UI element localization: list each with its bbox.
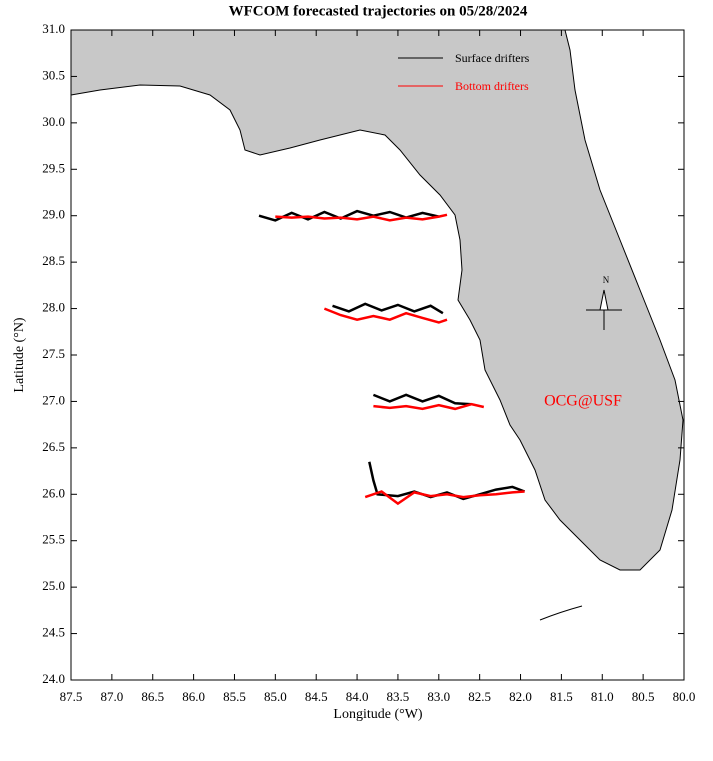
x-tick-label: 87.0 [100, 689, 123, 704]
x-tick-label: 86.0 [182, 689, 205, 704]
y-tick-label: 28.0 [42, 300, 65, 315]
y-tick-label: 27.5 [42, 346, 65, 361]
y-tick-label: 27.0 [42, 392, 65, 407]
x-tick-label: 84.0 [346, 689, 369, 704]
y-tick-label: 24.0 [42, 671, 65, 686]
keys [539, 605, 583, 621]
x-axis-label: Longitude (°W) [333, 707, 423, 722]
x-tick-label: 80.0 [673, 689, 696, 704]
y-tick-label: 24.5 [42, 625, 65, 640]
y-tick-label: 25.0 [42, 578, 65, 593]
legend-label: Surface drifters [455, 51, 530, 65]
y-tick-label: 25.5 [42, 532, 65, 547]
chart-title: WFCOM forecasted trajectories on 05/28/2… [229, 3, 528, 19]
x-tick-label: 84.5 [305, 689, 328, 704]
y-tick-label: 30.0 [42, 114, 65, 129]
y-axis-label: Latitude (°N) [12, 317, 27, 393]
y-tick-label: 29.5 [42, 160, 65, 175]
x-tick-label: 80.5 [632, 689, 655, 704]
land [70, 29, 684, 571]
trajectory [258, 209, 526, 501]
y-tick-label: 29.0 [42, 207, 65, 222]
annotation: OCG@USF [544, 393, 622, 410]
x-tick-label: 81.0 [591, 689, 614, 704]
x-tick-label: 86.5 [141, 689, 164, 704]
y-tick-label: 30.5 [42, 67, 65, 82]
y-tick-label: 26.0 [42, 485, 65, 500]
x-tick-label: 85.5 [223, 689, 246, 704]
x-tick-label: 83.5 [387, 689, 410, 704]
compass [586, 289, 622, 330]
x-tick-label: 83.0 [427, 689, 450, 704]
x-tick-label: 81.5 [550, 689, 573, 704]
y-tick-label: 28.5 [42, 253, 65, 268]
x-tick-label: 85.0 [264, 689, 287, 704]
y-tick-label: 26.5 [42, 439, 65, 454]
y-tick-label: 31.0 [42, 21, 65, 36]
compass-label: N [603, 275, 610, 285]
x-tick-label: 87.5 [60, 689, 83, 704]
trajectory [275, 213, 525, 506]
x-tick-label: 82.5 [468, 689, 491, 704]
x-tick-label: 82.0 [509, 689, 532, 704]
legend-label: Bottom drifters [455, 79, 529, 93]
